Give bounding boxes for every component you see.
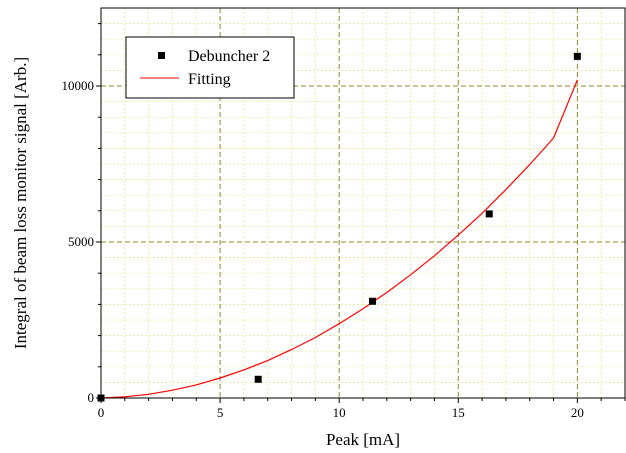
fit-layer xyxy=(100,79,578,399)
y-tick-label: 10000 xyxy=(62,78,95,93)
minor-grid xyxy=(101,8,625,398)
x-tick-label: 15 xyxy=(452,405,465,420)
x-tick-label: 5 xyxy=(217,405,224,420)
data-point xyxy=(573,52,581,60)
legend: Debuncher 2 Fitting xyxy=(125,36,295,99)
y-tick-label: 5000 xyxy=(68,234,94,249)
data-point xyxy=(369,297,377,305)
legend-label-debuncher: Debuncher 2 xyxy=(188,48,270,65)
legend-label-fitting: Fitting xyxy=(188,71,231,88)
data-point xyxy=(485,210,493,218)
fitting-curve xyxy=(100,79,578,399)
y-axis-title: Integral of beam loss monitor signal [Ar… xyxy=(11,57,30,349)
x-axis-title: Peak [mA] xyxy=(326,430,400,449)
x-tick-label: 20 xyxy=(571,405,584,420)
legend-marker-debuncher xyxy=(158,52,165,59)
ticks-layer xyxy=(96,23,626,403)
data-point xyxy=(254,375,262,383)
y-tick-label: 0 xyxy=(88,390,95,405)
tick-labels: 0 5 10 15 20 0 5000 10000 xyxy=(62,78,584,420)
x-tick-label: 10 xyxy=(333,405,346,420)
x-tick-label: 0 xyxy=(98,405,105,420)
legend-box xyxy=(125,36,295,99)
